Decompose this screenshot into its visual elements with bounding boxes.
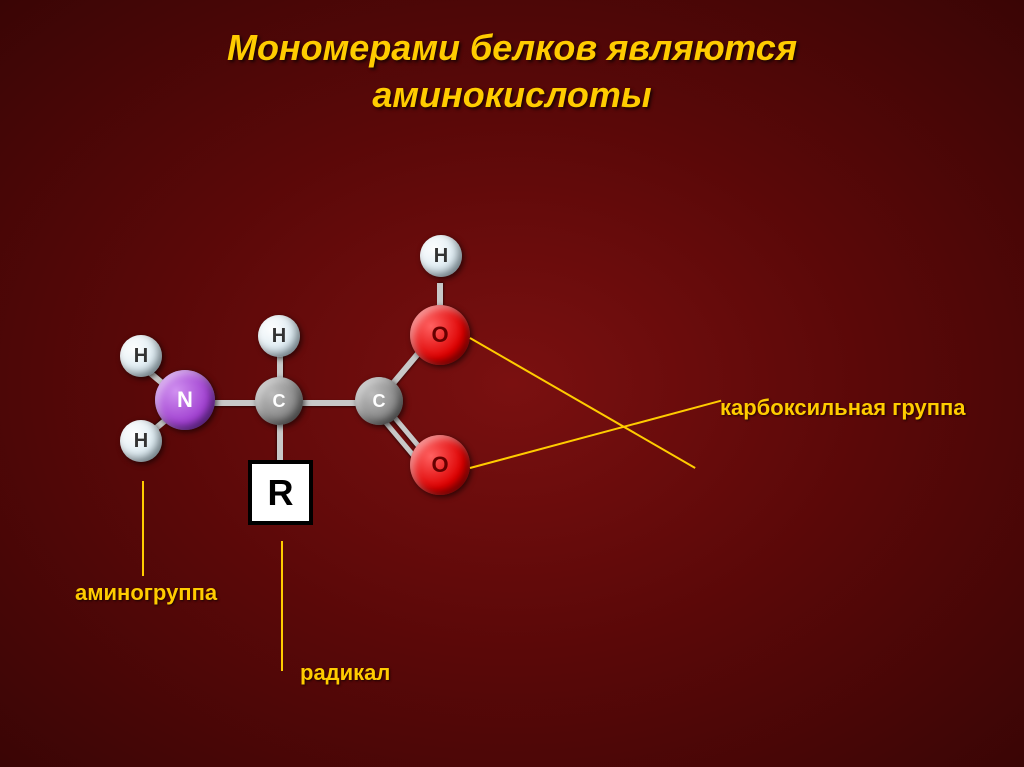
title-line-2: аминокислоты [372,74,651,115]
atom-hydrogen-1: H [120,335,162,377]
atom-carbon-2: C [355,377,403,425]
atom-oxygen-1: O [410,305,470,365]
label-amino: аминогруппа [75,580,217,606]
slide-title: Мономерами белков являются аминокислоты [0,0,1024,119]
atom-hydrogen-3: H [258,315,300,357]
atom-carbon-1: C [255,377,303,425]
atom-hydrogen-4: H [420,235,462,277]
title-line-1: Мономерами белков являются [227,27,797,68]
label-radical: радикал [300,660,390,686]
atom-nitrogen: N [155,370,215,430]
pointer-radical [281,541,283,671]
pointer-amino [142,481,144,576]
atom-hydrogen-2: H [120,420,162,462]
radical-box: R [248,460,313,525]
molecule-diagram: N C C O O H H H H R [140,220,640,620]
atom-oxygen-2: O [410,435,470,495]
label-carboxyl: карбоксильная группа [720,395,966,421]
